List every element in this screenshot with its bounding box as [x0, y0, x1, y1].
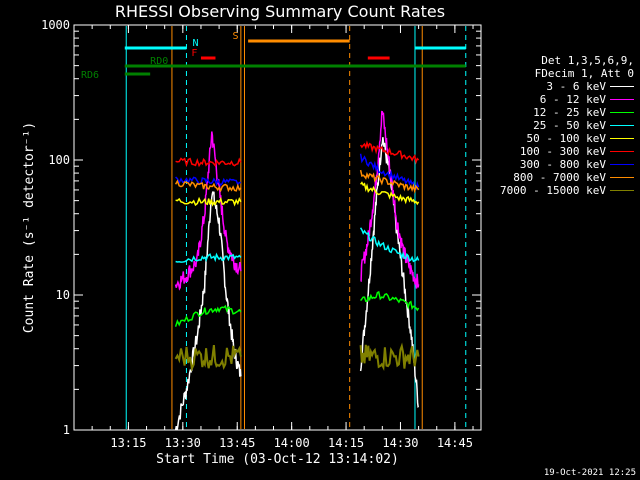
x-axis-label: Start Time (03-Oct-12 13:14:02) [156, 452, 399, 467]
x-tick-label: 14:15 [328, 436, 364, 450]
legend-swatch [610, 151, 634, 152]
legend-swatch [610, 86, 634, 87]
y-axis-label: Count Rate (s⁻¹ detector⁻¹) [22, 122, 37, 333]
flag-label-f: F [191, 48, 197, 59]
plot-frame [73, 24, 482, 431]
legend-entry-label: 3 - 6 keV [546, 80, 606, 93]
y-tick-label: 1 [63, 423, 70, 437]
series-line [359, 342, 420, 372]
legend-swatch [610, 177, 634, 178]
flag-label-rd6: RD6 [81, 70, 99, 81]
series-line [174, 304, 242, 327]
x-tick-label: 14:30 [382, 436, 418, 450]
legend-entry-label: 50 - 100 keV [526, 132, 606, 145]
flag-label-n: N [192, 38, 198, 49]
legend-swatch [610, 138, 634, 139]
y-tick-label: 1000 [41, 18, 70, 32]
series-line [174, 191, 242, 431]
chart-title: RHESSI Observing Summary Count Rates [114, 2, 446, 21]
legend-entry-label: 7000 - 15000 keV [500, 184, 606, 197]
legend-entry: 6 - 12 keV [484, 93, 634, 106]
x-tick-label: 14:00 [274, 436, 310, 450]
footer-date: 19-Oct-2021 12:25 [543, 468, 636, 478]
legend-entry-label: 800 - 7000 keV [513, 171, 606, 184]
series-line [174, 179, 242, 193]
legend-entry-label: 300 - 800 keV [519, 158, 606, 171]
legend-swatch [610, 190, 634, 191]
x-tick-label: 14:45 [437, 436, 473, 450]
series-line [175, 157, 242, 168]
legend-swatch [610, 125, 634, 126]
legend-entry-label: 12 - 25 keV [533, 106, 606, 119]
legend-header-line-1: Det 1,3,5,6,9, [541, 54, 634, 67]
legend: Det 1,3,5,6,9, FDecim 1, Att 0 3 - 6 keV… [484, 54, 634, 197]
legend-entry: 7000 - 15000 keV [484, 184, 634, 197]
series-line [360, 290, 420, 312]
legend-header-line-2: FDecim 1, Att 0 [534, 67, 634, 80]
series-line [359, 153, 420, 191]
series-line [359, 169, 420, 194]
legend-entry: 50 - 100 keV [484, 132, 634, 145]
legend-entry: 3 - 6 keV [484, 80, 634, 93]
series-line [359, 227, 420, 263]
series-line [175, 196, 242, 207]
legend-swatch [610, 164, 634, 165]
legend-entry: 800 - 7000 keV [484, 171, 634, 184]
y-tick-label: 100 [48, 153, 70, 167]
legend-swatch [610, 99, 634, 100]
legend-entry: 12 - 25 keV [484, 106, 634, 119]
x-tick-label: 13:15 [110, 436, 146, 450]
flag-label-rd0: RD0 [150, 56, 168, 67]
legend-entry: 100 - 300 keV [484, 145, 634, 158]
series-line [175, 252, 242, 263]
x-tick-label: 13:45 [219, 436, 255, 450]
series-line [359, 137, 420, 409]
series-line [174, 131, 242, 291]
series-line [360, 110, 420, 289]
legend-entry-label: 100 - 300 keV [519, 145, 606, 158]
x-tick-label: 13:30 [165, 436, 201, 450]
series-line [174, 344, 242, 372]
series-line [359, 140, 420, 165]
y-tick-label: 10 [56, 288, 70, 302]
legend-entry: 300 - 800 keV [484, 158, 634, 171]
legend-entry-label: 6 - 12 keV [539, 93, 606, 106]
flag-label-s: S [232, 31, 238, 42]
legend-entry: 25 - 50 keV [484, 119, 634, 132]
legend-entry-label: 25 - 50 keV [533, 119, 606, 132]
series-line [360, 181, 420, 206]
legend-swatch [610, 112, 634, 113]
